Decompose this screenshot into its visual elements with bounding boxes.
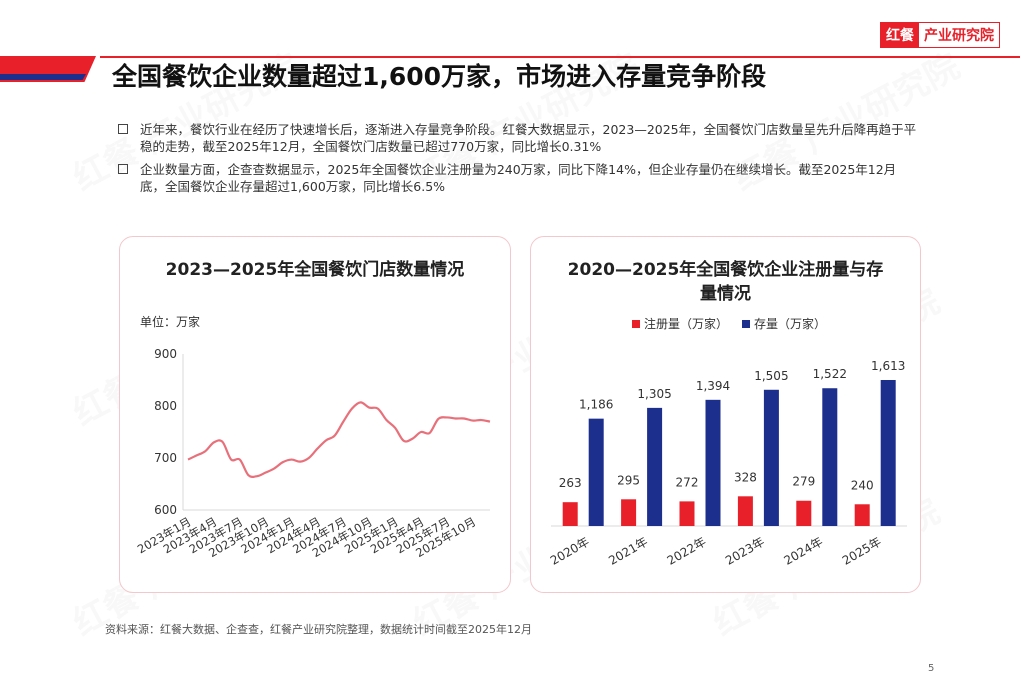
x-tick-label: 2021年	[606, 534, 650, 567]
y-tick-label: 600	[154, 503, 177, 517]
registration-value-label: 240	[851, 478, 874, 492]
chart-title: 2020—2025年全国餐饮企业注册量与存量情况	[567, 260, 884, 304]
legend-label: 注册量（万家）	[644, 317, 729, 331]
page-number: 5	[928, 663, 935, 674]
x-tick-label: 2025年	[840, 534, 884, 567]
chart-legend: 注册量（万家） 存量（万家）	[632, 315, 826, 332]
source-note: 资料来源：红餐大数据、企查查，红餐产业研究院整理，数据统计时间截至2025年12…	[105, 623, 532, 636]
stock-value-label: 1,522	[813, 367, 847, 381]
x-tick-label: 2024年	[781, 534, 825, 567]
legend-swatch-stock	[742, 320, 751, 328]
registration-bar	[679, 501, 695, 526]
registration-value-label: 295	[617, 473, 640, 487]
title-rule	[100, 56, 1020, 58]
square-bullet-icon	[118, 164, 128, 174]
store-count-line	[187, 401, 491, 478]
brand-logo: 红餐 产业研究院	[880, 22, 1000, 48]
bullet-item: 近年来，餐饮行业在经历了快速增长后，逐渐进入存量竞争阶段。红餐大数据显示，202…	[118, 121, 918, 155]
y-tick-label: 700	[154, 451, 177, 465]
stock-bar	[880, 380, 896, 526]
bullet-item: 企业数量方面，企查查数据显示，2025年全国餐饮企业注册量为240万家，同比下降…	[118, 161, 918, 195]
stock-bar	[822, 388, 838, 526]
page-title: 全国餐饮企业数量超过1,600万家，市场进入存量竞争阶段	[112, 62, 767, 91]
stock-value-label: 1,186	[579, 398, 613, 412]
x-tick-label: 2020年	[548, 534, 592, 567]
stock-bar	[763, 389, 779, 526]
unit-label: 单位：万家	[140, 315, 201, 329]
registration-bar	[621, 499, 637, 526]
registration-bar	[737, 496, 753, 526]
legend-item: 存量（万家）	[742, 315, 826, 332]
stock-bar	[647, 407, 663, 526]
stock-value-label: 1,394	[696, 379, 730, 393]
registration-value-label: 328	[734, 470, 757, 484]
registration-value-label: 279	[792, 475, 815, 489]
stock-value-label: 1,505	[754, 369, 788, 383]
registration-bar	[854, 504, 870, 526]
legend-item: 注册量（万家）	[632, 315, 728, 332]
x-tick-label: 2023年	[723, 534, 767, 567]
logo-mark: 红餐	[881, 23, 919, 47]
x-tick-label: 2022年	[665, 534, 709, 567]
bullet-text: 企业数量方面，企查查数据显示，2025年全国餐饮企业注册量为240万家，同比下降…	[140, 162, 897, 194]
store-count-card: 2023—2025年全国餐饮门店数量情况	[119, 236, 511, 593]
summary-bullets: 近年来，餐饮行业在经历了快速增长后，逐渐进入存量竞争阶段。红餐大数据显示，202…	[118, 121, 918, 201]
square-bullet-icon	[118, 124, 128, 134]
title-accent-stripe	[0, 74, 86, 80]
y-tick-label: 900	[154, 347, 177, 361]
stock-value-label: 1,305	[637, 387, 671, 401]
registration-bar	[796, 500, 812, 526]
stock-value-label: 1,613	[871, 359, 905, 373]
chart-title: 2023—2025年全国餐饮门店数量情况	[165, 260, 465, 280]
registration-bar	[562, 502, 578, 526]
enterprise-count-card: 2020—2025年全国餐饮企业注册量与存量情况	[530, 236, 921, 593]
logo-text: 产业研究院	[924, 28, 994, 44]
stock-bar	[705, 399, 721, 526]
bullet-text: 近年来，餐饮行业在经历了快速增长后，逐渐进入存量竞争阶段。红餐大数据显示，202…	[140, 122, 917, 154]
stock-bar	[588, 418, 604, 526]
y-tick-label: 800	[154, 399, 177, 413]
legend-label: 存量（万家）	[754, 317, 827, 331]
registration-value-label: 263	[559, 476, 582, 490]
registration-value-label: 272	[676, 475, 699, 489]
legend-swatch-registrations	[632, 320, 640, 328]
